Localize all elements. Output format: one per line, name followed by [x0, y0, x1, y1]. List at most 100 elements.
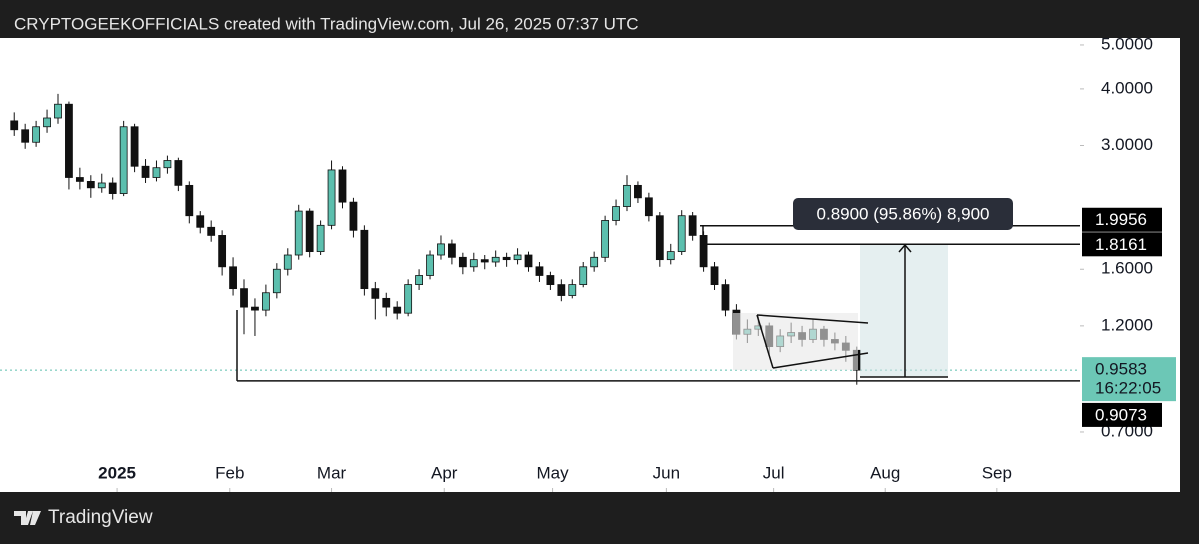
tooltip-box	[793, 198, 1013, 230]
candle-body	[21, 129, 30, 143]
candle-body	[590, 256, 599, 268]
y-tick-label: 3.0000	[1101, 135, 1153, 154]
candle-body	[185, 184, 194, 217]
candle-body	[305, 210, 314, 253]
candle-body	[261, 292, 270, 311]
candle-body	[272, 268, 281, 294]
candle-body	[54, 103, 62, 119]
candle-body	[480, 259, 489, 263]
candle-body	[612, 206, 620, 221]
y-tick-label: 1.6000	[1101, 259, 1153, 278]
candle-body	[393, 306, 402, 314]
candle-body	[75, 177, 84, 182]
candle-body	[677, 215, 686, 253]
countdown: 16:22:05	[1095, 379, 1161, 398]
candle-body	[229, 266, 237, 290]
header-title: CRYPTOGEEKOFFICIALS created with Trading…	[14, 14, 639, 33]
candle-body	[108, 182, 117, 194]
measure-box	[860, 245, 948, 377]
level-box	[1082, 402, 1162, 427]
x-tick-label: Feb	[215, 463, 244, 482]
triangle-side	[756, 314, 774, 369]
level-label: 1.8161	[1095, 235, 1147, 254]
candle-body	[10, 120, 19, 131]
last-price-label: 0.9583	[1095, 360, 1147, 379]
x-tick-label: Jun	[653, 463, 680, 482]
candle-body	[174, 160, 183, 186]
candle-body	[655, 215, 664, 261]
candle-body	[240, 288, 248, 308]
candle-body	[65, 103, 73, 178]
candle-body	[86, 181, 95, 189]
candle-body	[699, 235, 708, 268]
candle-body	[97, 182, 106, 189]
candle-body	[196, 215, 205, 228]
candle-body	[579, 266, 588, 285]
candle-body	[360, 229, 369, 290]
candle-body	[207, 226, 216, 236]
arrow-head	[898, 243, 912, 253]
y-tick-label: 5.0000	[1101, 34, 1153, 53]
range-box	[733, 313, 858, 370]
triangle-upper	[756, 314, 869, 324]
level-box	[1082, 207, 1162, 232]
candle-body	[130, 126, 139, 167]
level-box	[1082, 232, 1162, 257]
candle-body	[283, 254, 292, 270]
candle-body	[349, 201, 358, 231]
y-tick-label: 1.2000	[1101, 315, 1153, 334]
candle-body	[513, 254, 522, 261]
candle-body	[316, 224, 325, 253]
candle-body	[568, 284, 577, 296]
candle-body	[524, 254, 533, 268]
logo-icon	[14, 511, 41, 525]
level-label: 0.9073	[1095, 405, 1147, 424]
candle-body	[634, 184, 642, 199]
y-tick-label: 4.0000	[1101, 78, 1153, 97]
candle-body	[32, 126, 41, 143]
x-tick-label: 2025	[98, 463, 136, 482]
candle-body	[294, 210, 303, 256]
candle-body	[448, 243, 456, 258]
candle-body	[163, 160, 172, 169]
x-tick-label: Mar	[317, 463, 347, 482]
chart-area	[0, 38, 1180, 492]
candle-body	[721, 284, 730, 311]
candle-body	[688, 215, 697, 236]
candle-body	[535, 266, 544, 276]
candle-body	[218, 235, 227, 268]
candle-body	[251, 306, 259, 311]
candle-body	[469, 259, 478, 268]
measure-label: 0.8900 (95.86%) 8,900	[817, 204, 990, 223]
candle-body	[623, 184, 631, 207]
candle-body	[404, 284, 413, 314]
candle-body	[546, 275, 555, 285]
candle-body	[152, 167, 161, 178]
candle-body	[601, 220, 610, 258]
x-tick-label: May	[537, 463, 570, 482]
triangle-lower	[772, 352, 869, 369]
candle-body	[382, 297, 391, 308]
candle-body	[458, 256, 467, 268]
last-price-box	[1082, 357, 1176, 402]
measure-tooltip: 0.8900 (95.86%) 8,900	[793, 198, 1013, 230]
tradingview-logo: TradingView	[14, 507, 153, 528]
level-label: 1.9956	[1095, 210, 1147, 229]
candle-body	[666, 251, 675, 261]
candle-body	[141, 165, 150, 178]
candle-body	[502, 256, 511, 261]
candle-body	[491, 256, 500, 263]
drawings	[733, 243, 948, 378]
candle-body	[557, 284, 566, 296]
x-tick-label: Apr	[431, 463, 458, 482]
x-tick-label: Jul	[763, 463, 785, 482]
candle-body	[43, 117, 51, 128]
x-tick-label: Sep	[982, 463, 1012, 482]
x-tick-label: Aug	[870, 463, 900, 482]
candle-body	[437, 243, 445, 256]
candle-body	[371, 288, 380, 299]
brand: TradingView	[48, 507, 153, 528]
candle-body	[644, 197, 653, 217]
candle-body	[338, 169, 347, 203]
